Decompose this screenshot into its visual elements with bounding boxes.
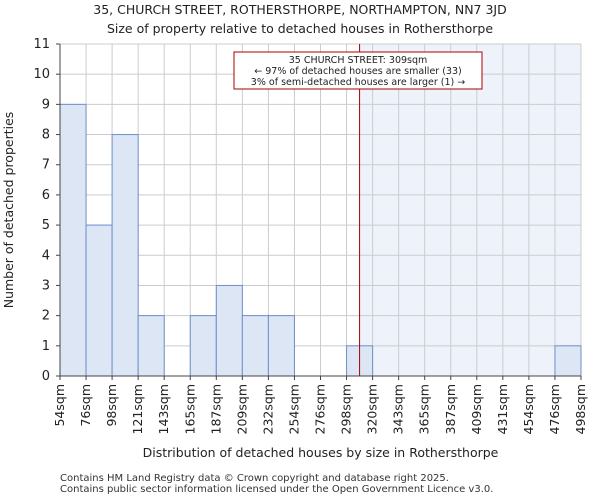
y-tick-label: 7 [42,158,50,173]
highlight-region [359,44,581,376]
x-tick-label: 498sqm [573,384,588,434]
bar [137,315,165,377]
annotation-box [233,51,483,90]
x-tick-label: 276sqm [313,384,328,434]
y-tick-label: 9 [42,97,50,112]
bar [267,315,295,377]
x-tick-label: 387sqm [443,384,458,434]
annotation-line-3: 3% of semi-detached houses are larger (1… [251,77,465,88]
y-tick-label: 0 [42,369,50,384]
footer-line-2: Contains public sector information licen… [60,484,494,495]
chart-title: 35, CHURCH STREET, ROTHERSTHORPE, NORTHA… [93,2,507,17]
x-tick-label: 431sqm [495,384,510,434]
x-tick-label: 365sqm [417,384,432,434]
bar [189,315,217,377]
x-tick-label: 76sqm [78,384,93,427]
x-tick-label: 143sqm [156,384,171,434]
x-tick-label: 298sqm [339,384,354,434]
annotation-line-2: ← 97% of detached houses are smaller (33… [254,66,461,77]
bar [241,315,269,377]
x-tick-label: 187sqm [208,384,223,434]
y-tick-label: 5 [42,218,50,233]
y-tick-label: 1 [42,339,50,354]
y-tick-label: 4 [42,248,50,263]
bar [85,224,113,377]
annotation-line-1: 35 CHURCH STREET: 309sqm [289,55,428,66]
y-tick-label: 11 [33,37,50,52]
x-tick-label: 232sqm [260,384,275,434]
x-tick-label: 54sqm [52,384,67,427]
x-tick-label: 98sqm [104,384,119,427]
x-tick-label: 476sqm [547,384,562,434]
x-tick-label: 454sqm [521,384,536,434]
y-axis-label: Number of detached properties [1,112,16,309]
x-tick-label: 121sqm [130,384,145,434]
x-tick-label: 320sqm [365,384,380,434]
y-tick-label: 8 [42,128,50,143]
bar [59,103,87,377]
chart-subtitle: Size of property relative to detached ho… [106,21,494,36]
x-tick-label: 409sqm [469,384,484,434]
y-tick-label: 2 [42,309,50,324]
bar [215,284,243,377]
x-tick-label: 343sqm [391,384,406,434]
x-tick-label: 209sqm [234,384,249,434]
y-tick-label: 3 [42,278,50,293]
bar [111,134,139,377]
bar [554,345,582,377]
x-tick-label: 165sqm [182,384,197,434]
y-tick-label: 6 [42,188,50,203]
x-axis-label: Distribution of detached houses by size … [143,445,499,460]
x-tick-label: 254sqm [286,384,301,434]
y-tick-label: 10 [33,67,50,82]
footer-line-1: Contains HM Land Registry data © Crown c… [60,473,449,484]
